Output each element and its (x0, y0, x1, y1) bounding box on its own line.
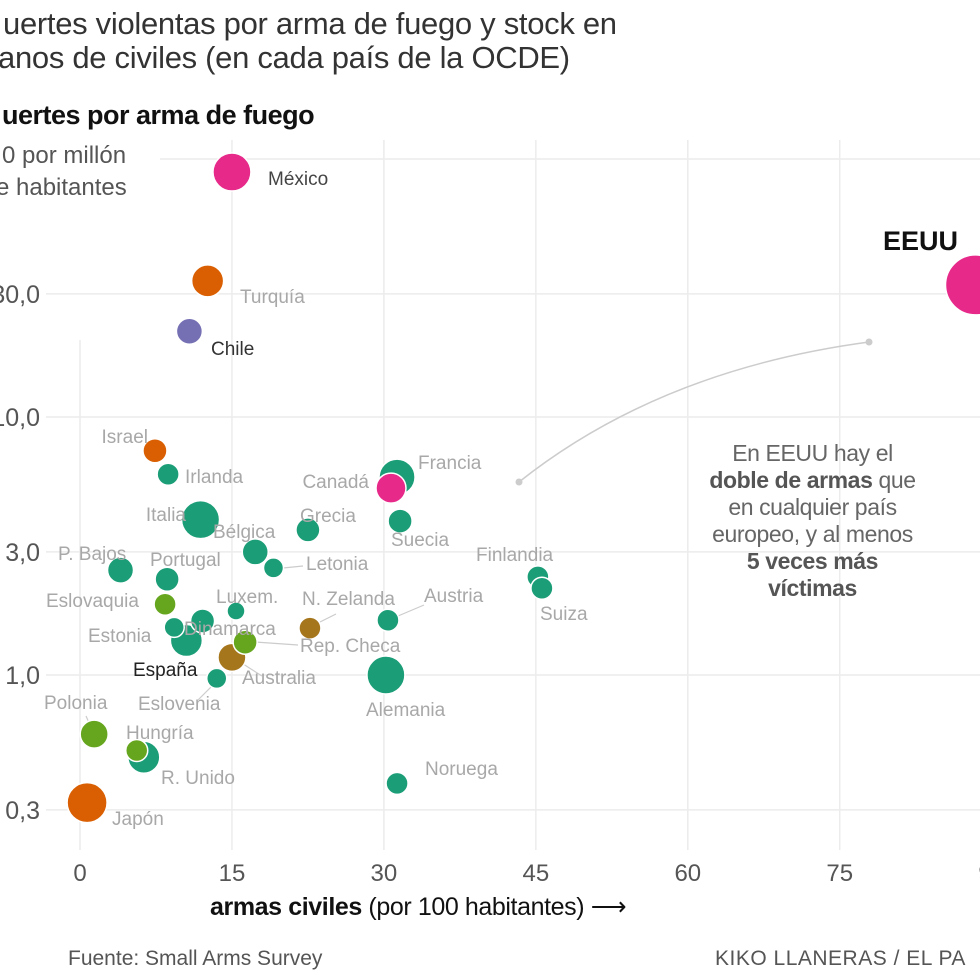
source-note: Fuente: Small Arms Survey (68, 947, 323, 970)
point-estonia (163, 616, 185, 639)
x-tick-label: 15 (219, 860, 246, 887)
point-label: Austria (424, 586, 484, 607)
point-label: Turquía (240, 287, 305, 308)
y-tick-label: 3,0 (5, 539, 40, 567)
point-label: Noruega (425, 759, 498, 780)
y-axis-unit-line-2: e habitantes (0, 174, 127, 201)
x-tick-label: 45 (522, 860, 549, 887)
point-label: México (268, 169, 328, 190)
point-label: Hungría (126, 723, 194, 744)
point-label: Eslovenia (138, 694, 221, 715)
point-label: Polonia (44, 693, 108, 714)
x-axis-title-bold: armas civiles (210, 893, 362, 921)
label-connector (397, 604, 425, 617)
y-axis-title: uertes por arma de fuego (2, 100, 315, 130)
point-austria (376, 608, 400, 633)
y-axis-unit-line-1: 0 por millón (2, 142, 127, 169)
point-label: Dinamarca (184, 619, 276, 640)
y-tick-label: 30,0 (0, 281, 40, 309)
annotation-dot (515, 478, 523, 486)
label-connector (197, 685, 213, 701)
point-label: Israel (102, 427, 148, 448)
y-tick-label: 10,0 (0, 404, 40, 432)
y-tick-label: 0,3 (5, 797, 40, 825)
point-label: R. Unido (161, 768, 235, 789)
y-tick-label: 1,0 (5, 662, 40, 690)
point-label: Luxem. (216, 587, 278, 608)
point-eslovenia (206, 667, 228, 690)
point-label: Estonia (88, 626, 152, 647)
point-p-bajos (106, 556, 135, 584)
point-letonia (262, 557, 285, 579)
chart-title-line-1: uertes violentas por arma de fuego y sto… (3, 6, 617, 41)
annotation-part: En EEUU hay el (732, 440, 893, 466)
point-label: N. Zelanda (302, 589, 395, 610)
point-israel (142, 437, 168, 464)
point-turquía (190, 264, 225, 298)
point-bélgica (241, 538, 269, 566)
point-japón (66, 781, 108, 824)
point-label: Canadá (302, 472, 369, 493)
chart-title-line-2: anos de civiles (en cada país de la OCDE… (0, 40, 570, 75)
point-label: Irlanda (185, 467, 244, 488)
x-tick-label: 60 (674, 860, 701, 887)
label-connector (282, 565, 304, 569)
point-eeuu (944, 254, 980, 316)
x-tick-label: 75 (826, 860, 853, 887)
point-label: Rep. Checa (300, 636, 401, 657)
x-axis-title-rest: (por 100 habitantes) ⟶ (361, 893, 627, 921)
point-suecia (387, 508, 413, 534)
point-italia (180, 499, 221, 540)
point-polonia (79, 719, 109, 749)
point-label: Letonia (306, 554, 369, 575)
label-connector (319, 613, 337, 623)
point-label: Suecia (391, 530, 450, 551)
point-label: Portugal (150, 550, 221, 571)
point-hungría (124, 738, 149, 763)
point-méxico (212, 152, 252, 192)
point-irlanda (156, 462, 180, 486)
point-label: Bélgica (213, 522, 276, 543)
point-n-zelanda (298, 616, 322, 640)
point-label: España (133, 660, 198, 681)
point-alemania (366, 655, 406, 695)
point-dinamarca (189, 608, 216, 634)
point-label: Finlandia (476, 545, 554, 566)
point-eslovaquia (153, 592, 177, 617)
point-canadá (375, 472, 407, 504)
point-grecia (295, 517, 321, 543)
point-label: Japón (112, 809, 164, 830)
label-connector (254, 641, 299, 646)
point-label: Suiza (540, 604, 588, 625)
point-label: Alemania (366, 700, 446, 721)
annotation-bold-part: 5 veces más víctimas (746, 548, 879, 601)
point-rep-checa (232, 629, 258, 655)
point-label: Grecia (300, 506, 356, 527)
point-chile (175, 317, 204, 345)
point-label: Chile (211, 339, 254, 360)
credit-note: KIKO LLANERAS / EL PA (715, 947, 966, 970)
annotation-bold-part: doble de armas (709, 467, 873, 493)
point-label: EEUU (883, 226, 958, 256)
annotation-text: En EEUU hay el doble de armas que en cua… (705, 440, 920, 602)
annotation-connector (518, 341, 870, 483)
point-label: Australia (242, 668, 316, 689)
annotation-part: que en cualquier país europeo, y al meno… (712, 467, 916, 547)
point-suiza (530, 576, 554, 600)
point-portugal (154, 566, 180, 593)
point-label: Italia (146, 505, 187, 526)
point-luxem- (226, 601, 246, 621)
x-tick-label: 30 (371, 860, 398, 887)
point-label: P. Bajos (58, 544, 126, 565)
x-tick-label: 0 (73, 860, 86, 887)
x-axis-title: armas civiles (por 100 habitantes) ⟶ (210, 892, 627, 922)
annotation-dot (865, 338, 873, 346)
point-label: Eslovaquia (46, 591, 139, 612)
x-tick-label: 90 (978, 860, 980, 887)
point-label: Francia (418, 453, 482, 474)
point-noruega (385, 771, 409, 796)
